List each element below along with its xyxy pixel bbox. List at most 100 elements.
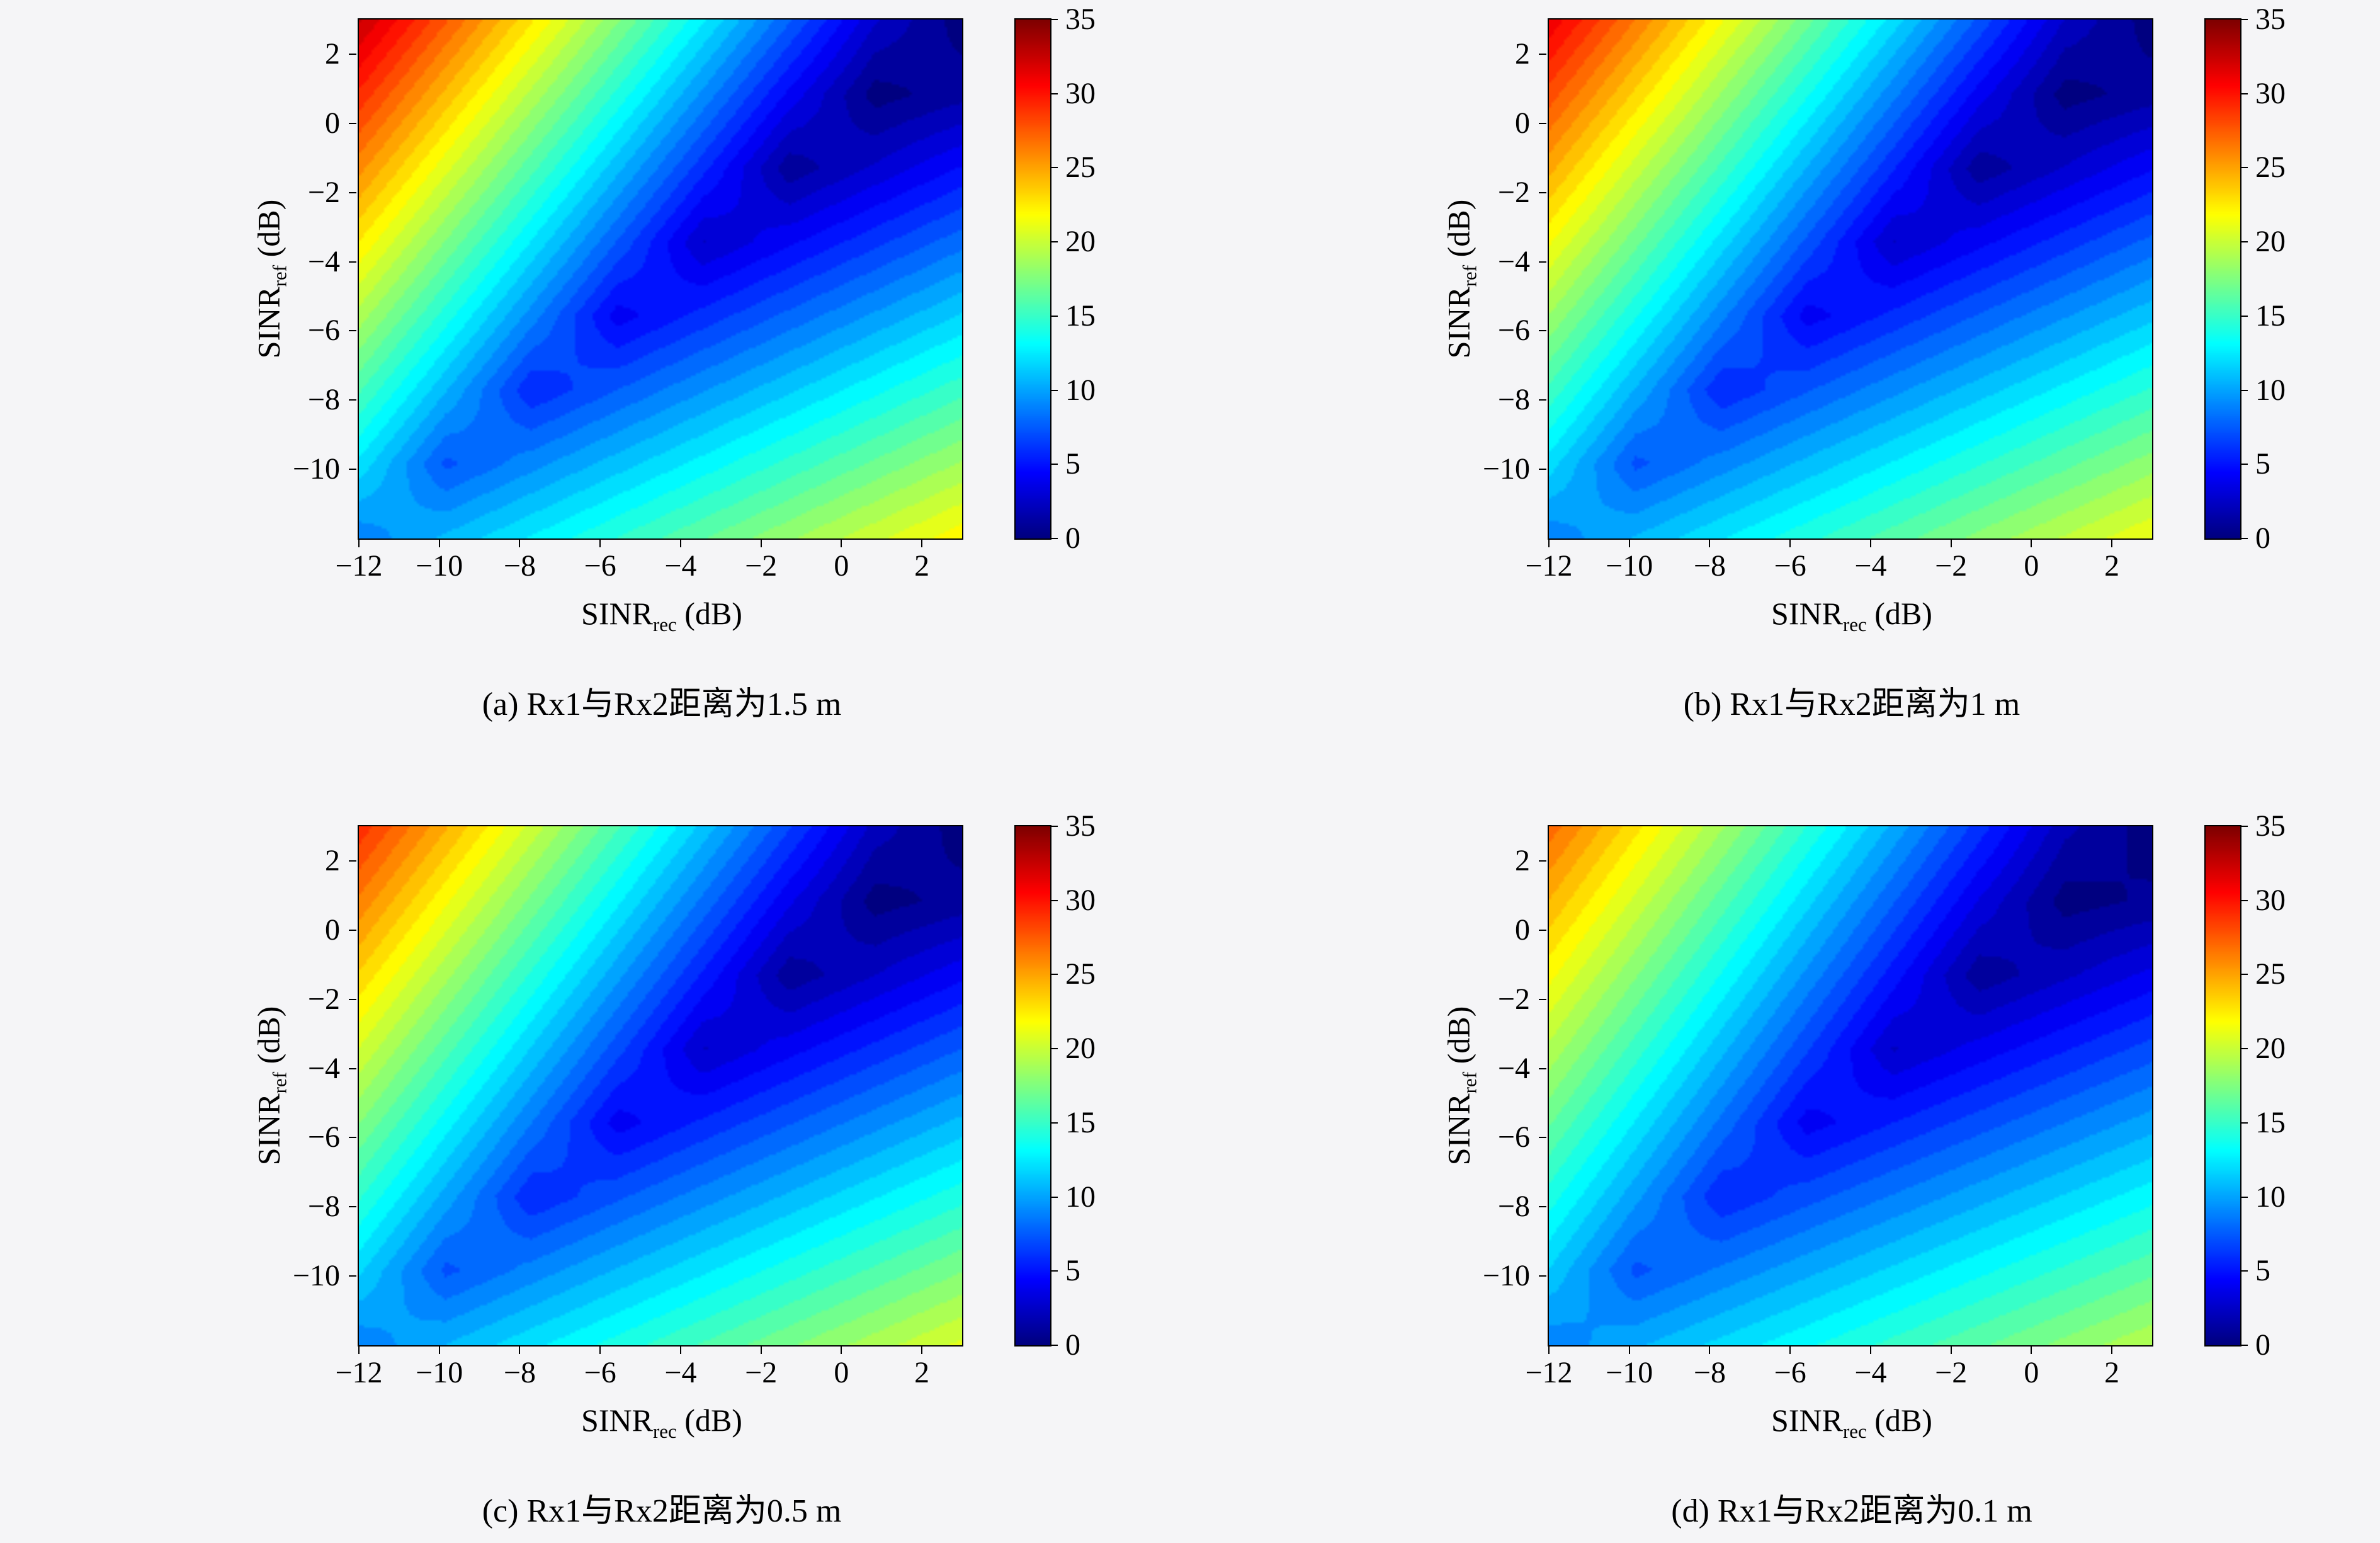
xtick-label: −2 [1935,1356,1968,1389]
x-axis-label-sub: rec [1842,613,1867,635]
xtick-label: −10 [416,1356,463,1389]
tick-mark [2240,167,2248,169]
cbtick-label: 5 [1065,447,1080,481]
tick-mark [1539,261,1546,263]
xtick-label: −10 [1606,549,1653,583]
ytick-label: −6 [307,1120,340,1154]
x-axis-label-text: SINR [581,596,653,631]
tick-mark [1539,330,1546,332]
ytick-label: −6 [307,314,340,348]
cbtick-label: 0 [1065,521,1080,555]
xtick-label: 0 [834,549,849,583]
tick-mark [1539,1206,1546,1208]
cbtick-label: 15 [2255,299,2286,333]
heatmap-canvas [1548,825,2153,1347]
subplot-caption: (d) Rx1与Rx2距离为0.1 m [1671,1493,2032,1529]
tick-mark [349,122,356,124]
cbtick-label: 35 [2255,3,2286,36]
cbtick-label: 35 [1065,809,1096,843]
heatmap-canvas [358,18,963,540]
subplot-a: SINRref (dB) SINRrec (dB) (a) Rx1与Rx2距离为… [0,0,1190,772]
cbtick-label: 30 [1065,76,1096,110]
tick-mark [2240,538,2248,539]
xtick-label: 2 [914,549,930,583]
ytick-label: −4 [307,1051,340,1085]
cbtick-label: 25 [1065,957,1096,991]
tick-mark [2031,540,2032,547]
tick-mark [1539,469,1546,470]
xtick-label: −10 [416,549,463,583]
heatmap-canvas [358,825,963,1347]
x-axis-label-text: SINR [1771,596,1843,631]
tick-mark [1539,929,1546,931]
y-axis-label-text: SINR [1441,1093,1476,1166]
tick-mark [2031,1347,2032,1354]
tick-mark [1050,19,1058,20]
tick-mark [1539,53,1546,55]
x-axis-label-unit: (dB) [676,1403,742,1438]
tick-mark [349,929,356,931]
cbtick-label: 30 [2255,883,2286,917]
xtick-label: −4 [664,1356,697,1389]
subplot-caption: (b) Rx1与Rx2距离为1 m [1683,686,2020,722]
tick-mark [1539,998,1546,1000]
tick-mark [2240,1270,2248,1272]
xtick-label: 0 [2024,1356,2039,1389]
xtick-label: −4 [1854,549,1887,583]
ytick-label: 2 [1515,843,1530,877]
y-axis-label-sub: ref [268,1071,291,1094]
tick-mark [1789,1347,1791,1354]
tick-mark [438,540,440,547]
cbtick-label: 0 [2255,521,2270,555]
xtick-label: −6 [1774,1356,1806,1389]
xtick-label: −6 [584,549,616,583]
y-axis-label-unit: (dB) [251,1006,286,1072]
cbtick-label: 10 [1065,1180,1096,1214]
xtick-label: −12 [1525,549,1573,583]
y-axis-label: SINRref (dB) [1441,1006,1482,1165]
tick-mark [1709,1347,1711,1354]
tick-mark [1050,1196,1058,1198]
y-axis-label-unit: (dB) [1441,1006,1476,1072]
tick-mark [1050,241,1058,243]
tick-mark [1628,1347,1630,1354]
y-axis-label-sub: ref [1458,265,1481,287]
tick-mark [1548,1347,1550,1354]
x-axis-label-unit: (dB) [676,596,742,631]
tick-mark [2240,389,2248,391]
tick-mark [358,1347,360,1354]
ytick-label: 2 [325,843,340,877]
tick-mark [1789,540,1791,547]
tick-mark [1050,389,1058,391]
tick-mark [349,998,356,1000]
tick-mark [921,1347,923,1354]
tick-mark [519,1347,521,1354]
y-axis-label-sub: ref [1458,1071,1481,1094]
cbtick-label: 10 [2255,373,2286,407]
tick-mark [1050,899,1058,901]
ytick-label: −8 [1497,383,1530,417]
cbtick-label: 5 [1065,1254,1080,1288]
tick-mark [2111,540,2113,547]
tick-mark [1869,1347,1871,1354]
ytick-label: −2 [307,982,340,1016]
tick-mark [1050,167,1058,169]
ytick-label: −8 [307,1190,340,1224]
x-axis-label-sub: rec [652,1420,677,1442]
xtick-label: −12 [335,1356,383,1389]
y-axis-label-unit: (dB) [1441,199,1476,265]
xtick-label: −4 [1854,1356,1887,1389]
ytick-label: −4 [307,244,340,278]
tick-mark [760,1347,762,1354]
tick-mark [1050,826,1058,827]
cbtick-label: 20 [1065,1032,1096,1066]
ytick-label: −6 [1497,314,1530,348]
xtick-label: −6 [584,1356,616,1389]
y-axis-label: SINRref (dB) [1441,200,1482,358]
x-axis-label: SINRrec (dB) [581,595,742,636]
ytick-label: −2 [1497,175,1530,209]
tick-mark [2111,1347,2113,1354]
xtick-label: −8 [1693,1356,1726,1389]
xtick-label: −6 [1774,549,1806,583]
